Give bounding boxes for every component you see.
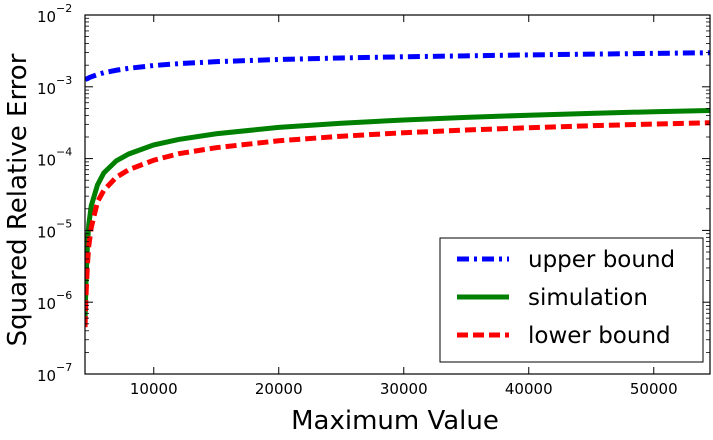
x-tick-label: 10000 — [130, 380, 178, 398]
y-tick-label: 10 −4 — [37, 146, 72, 170]
svg-text:−3: −3 — [56, 74, 72, 87]
y-tick-label: 10 −7 — [37, 361, 72, 385]
y-tick-label: 10 −3 — [37, 74, 72, 98]
svg-text:10: 10 — [37, 152, 56, 170]
svg-text:10: 10 — [37, 80, 56, 98]
svg-text:−7: −7 — [56, 361, 72, 374]
svg-text:−5: −5 — [56, 217, 72, 230]
x-tick-label: 40000 — [505, 380, 553, 398]
svg-text:10: 10 — [37, 295, 56, 313]
svg-text:10: 10 — [37, 8, 56, 26]
x-tick-label: 20000 — [255, 380, 303, 398]
y-tick-label: 10 −6 — [37, 289, 72, 313]
series-line-upper-bound — [85, 50, 710, 82]
svg-text:10: 10 — [37, 367, 56, 385]
svg-text:−2: −2 — [56, 2, 72, 15]
y-tick-label: 10 −5 — [37, 217, 72, 241]
legend-label: upper bound — [528, 247, 675, 273]
svg-text:−4: −4 — [56, 146, 72, 159]
series-line-lower-bound — [85, 120, 710, 328]
x-axis-label: Maximum Value — [291, 406, 499, 436]
axes-frame — [84, 14, 711, 375]
legend: upper bound simulation lower bound — [439, 237, 704, 363]
y-axis-label: Squared Relative Error — [3, 53, 33, 346]
x-tick-label: 50000 — [630, 380, 678, 398]
x-tick-label: 30000 — [380, 380, 428, 398]
y-tick-label: 10 −2 — [37, 2, 72, 26]
legend-label: lower bound — [528, 323, 671, 349]
svg-text:10: 10 — [37, 223, 56, 241]
svg-text:−6: −6 — [56, 289, 72, 302]
legend-label: simulation — [528, 285, 648, 311]
